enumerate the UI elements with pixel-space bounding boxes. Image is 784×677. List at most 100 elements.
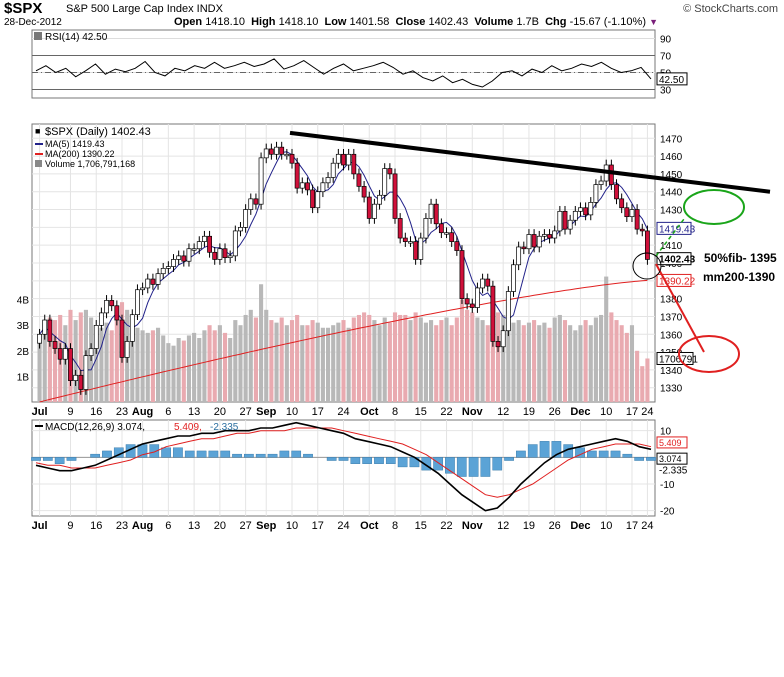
macd-histogram-bar (397, 457, 408, 468)
candle-body (232, 230, 238, 257)
stockcharts-credit[interactable]: © StockCharts.com (683, 3, 778, 15)
candle-body (129, 314, 135, 342)
price-tick-label: 1470 (660, 134, 683, 145)
candle-body (392, 173, 398, 219)
volume-bar (403, 314, 408, 402)
volume-bar (37, 338, 42, 402)
macd-histogram-bar (291, 450, 302, 458)
macd-x-tick: Nov (462, 520, 484, 532)
candle-body (330, 162, 336, 178)
volume-bar (532, 320, 537, 402)
macd-histogram-bar (54, 457, 65, 464)
macd-histogram-bar (598, 450, 609, 458)
volume-bar (331, 325, 336, 402)
macd-value-box (656, 452, 688, 465)
candle-body (356, 173, 362, 187)
macd-x-tick: 15 (415, 520, 427, 532)
volume-bar (135, 327, 140, 402)
index-name: S&P 500 Large Cap Index INDX (66, 3, 223, 15)
volume-bar (398, 314, 403, 402)
candle-body (619, 198, 625, 209)
volume-bar (593, 317, 598, 402)
macd-tick-label: -20 (660, 507, 675, 518)
volume-value: 1.7B (516, 16, 539, 28)
candle-body (495, 341, 501, 348)
volume-bar (382, 317, 387, 402)
last-price-label: 1402.43 (659, 255, 696, 266)
macd-histogram-bar (504, 457, 514, 461)
macd-histogram-bar (102, 450, 112, 458)
candle-body (645, 230, 650, 260)
ma200-value-label: 1390.22 (659, 276, 696, 287)
price-x-tick: Dec (570, 406, 590, 418)
macd-x-tick: 10 (600, 520, 612, 532)
rsi-tick-label: 30 (660, 86, 672, 97)
volume-bar (217, 325, 222, 402)
rsi-legend-swatch (34, 32, 42, 40)
volume-bar (42, 325, 47, 402)
price-x-tick: 24 (641, 406, 653, 418)
macd-x-tick: 17 (312, 520, 324, 532)
candle-body (68, 348, 73, 381)
candle-body (47, 319, 53, 342)
volume-bar (614, 320, 619, 402)
volume-bar (542, 322, 547, 402)
macd-histogram-bar (539, 441, 550, 458)
volume-value-box (656, 351, 694, 365)
macd-histogram-bar (622, 453, 633, 458)
macd-histogram-bar (350, 457, 361, 464)
candle-body (593, 184, 599, 203)
candle-body (119, 319, 125, 358)
macd-x-tick: 17 (626, 520, 638, 532)
open-value: 1418.10 (205, 16, 245, 28)
price-x-tick: Oct (360, 406, 379, 418)
candle-body (253, 198, 259, 205)
volume-bar (624, 332, 629, 402)
candle-body (155, 273, 161, 285)
volume-bar (506, 327, 511, 402)
candle-body (294, 162, 300, 189)
volume-bar (336, 322, 341, 402)
candle-body (212, 251, 218, 260)
volume-bar (377, 325, 382, 402)
macd-histogram-bar (516, 450, 526, 458)
macd-x-tick: 24 (337, 520, 349, 532)
candle-body (325, 177, 331, 184)
volume-bar (511, 322, 516, 402)
candle-body (505, 291, 511, 332)
candle-body (78, 374, 84, 390)
ma5-value-box (656, 221, 692, 235)
candle-body (279, 146, 285, 155)
volume-bar (635, 350, 640, 402)
rsi-tick-label: 90 (660, 35, 672, 46)
candle-body (310, 189, 316, 209)
candle-body (536, 235, 542, 248)
volume-bar (356, 314, 362, 402)
volume-bar (94, 325, 99, 402)
volume-bar (408, 320, 413, 402)
volume-bar (619, 325, 624, 402)
close-value: 1402.43 (428, 16, 469, 28)
volume-bar (521, 325, 526, 402)
candle-body (423, 218, 429, 239)
volume-bar (562, 320, 568, 402)
macd-x-tick: 22 (440, 520, 452, 532)
candle-body (57, 348, 63, 360)
candle-body (181, 255, 187, 262)
candle-body (475, 287, 480, 308)
candle-body (408, 241, 413, 244)
macd-histogram-bar (362, 457, 372, 464)
macd-histogram-bar (267, 453, 278, 458)
candle-body (207, 235, 212, 253)
volume-bar (434, 325, 439, 402)
candle-body (222, 248, 228, 259)
candle-body (165, 266, 171, 269)
price-tick-label: 1440 (660, 188, 683, 199)
volume-bar (547, 327, 552, 402)
macd-histogram-bar (551, 441, 562, 458)
candle-body (335, 153, 341, 164)
candle-body (454, 241, 460, 251)
macd-legend-hist: -2.335 (210, 422, 239, 433)
close-label: Close (395, 16, 426, 28)
volume-label: Volume (474, 16, 514, 28)
